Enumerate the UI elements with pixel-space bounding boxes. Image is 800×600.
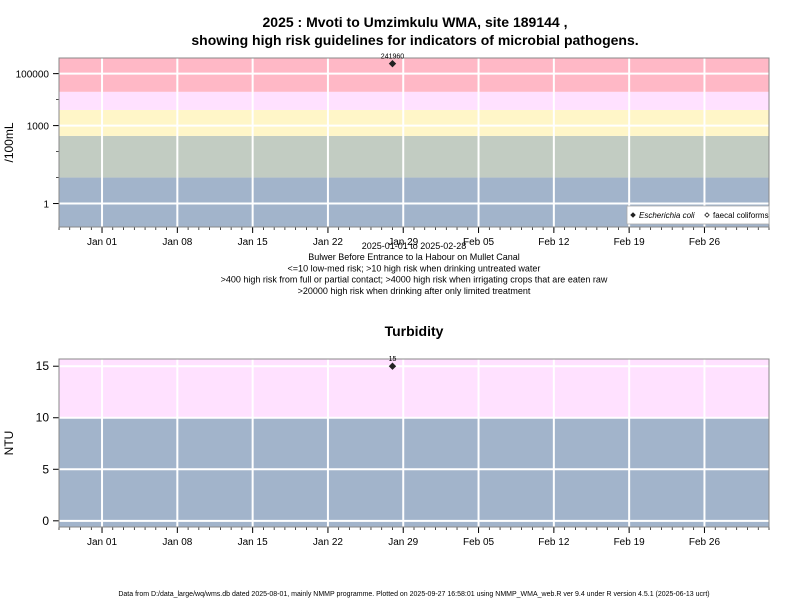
x-tick-label: Feb 19 [614,537,646,548]
y-tick-label: 1000 [27,122,50,133]
microbial-panel: Jan 01 Jan 08 Jan 15 Jan 22 Jan 29 Feb 05 Feb … [2,54,770,248]
x-tick-label: Feb 05 [463,537,495,548]
risk-band [59,91,769,110]
data-point-label: 241960 [381,54,404,61]
x-tick-label: Jan 29 [388,537,418,548]
caption-line: 2025-01-01 to 2025-02-28 [362,241,467,251]
y-axis-label: /100mL [2,122,16,162]
y-tick-label: 15 [36,359,50,373]
caption-line: >20000 high risk when drinking after onl… [298,286,531,296]
x-tick-label: Feb 26 [689,537,721,548]
data-point [388,362,397,370]
caption-line: <=10 low-med risk; >10 high risk when dr… [288,263,541,273]
y-tick-label: 0 [42,514,49,528]
y-tick-label: 1 [43,200,49,211]
turbidity-title: Turbidity [385,323,444,339]
x-tick-label: Jan 08 [162,237,192,248]
legend-label: faecal coliforms [713,211,769,220]
x-tick-label: Jan 01 [87,237,117,248]
y-tick-label: 5 [42,462,49,476]
x-tick-label: Feb 12 [538,537,570,548]
y-tick-label: 10 [36,411,50,425]
turbidity-panel: Jan 01 Jan 08 Jan 15 Jan 22 Jan 29 Feb 05 Feb … [2,356,770,548]
x-tick-label: Jan 22 [313,537,343,548]
plot-frame [58,57,770,228]
chart-title-line-1: 2025 : Mvoti to Umzimkulu WMA, site 1891… [263,14,568,30]
risk-band [59,135,769,178]
x-tick-label: Feb 19 [614,237,646,248]
x-tick-label: Feb 12 [538,237,570,248]
legend-label: Escherichia coli [639,211,695,220]
legend-box [626,205,770,225]
plot-frame [58,358,770,528]
legend-marker [630,212,636,218]
x-tick-label: Jan 29 [388,237,418,248]
y-axis-label: NTU [2,431,16,456]
risk-band [59,417,769,527]
x-tick-label: Jan 15 [238,537,268,548]
x-tick-label: Jan 01 [87,537,117,548]
data-point-label: 15 [389,356,397,363]
x-tick-label: Jan 15 [238,237,268,248]
x-tick-label: Feb 05 [463,237,495,248]
risk-band [59,109,769,136]
footer-note: Data from D:/data_large/wq/wms.db dated … [118,591,709,598]
risk-band [59,58,769,92]
risk-band [59,359,769,418]
caption-line: >400 high risk from full or partial cont… [221,275,608,285]
x-tick-label: Feb 26 [689,237,721,248]
legend-marker [704,212,710,218]
x-tick-label: Jan 08 [162,537,192,548]
x-tick-label: Jan 22 [313,237,343,248]
chart-title-line-2: showing high risk guidelines for indicat… [191,32,638,48]
y-tick-label: 100000 [16,70,50,81]
caption-line: Bulwer Before Entrance to la Habour on M… [308,252,520,262]
data-point [388,59,397,68]
